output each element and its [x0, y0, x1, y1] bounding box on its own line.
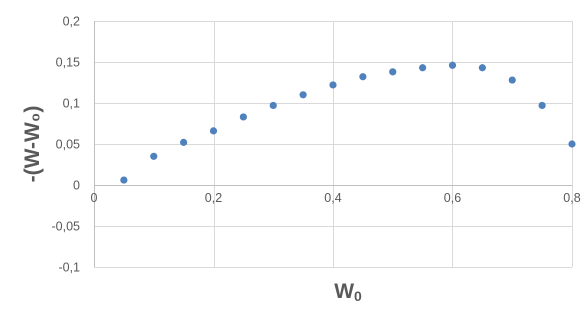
data-point — [538, 101, 546, 110]
y-tick-label: -0,05 — [52, 220, 81, 234]
data-point — [478, 64, 486, 72]
y-tick-labels: -0,1 -0,05 0 0,05 0,1 0,15 0,2 — [52, 15, 81, 275]
x-tick-label: 0,2 — [205, 191, 222, 205]
y-tick-label: 0,15 — [56, 56, 80, 70]
y-tick-label: 0 — [73, 179, 80, 193]
data-point — [389, 68, 397, 76]
data-point — [508, 76, 516, 84]
data-point — [150, 152, 158, 160]
x-axis-title-main: W — [334, 280, 354, 303]
x-tick-labels: 0 0,2 0,4 0,6 0,8 — [91, 191, 581, 205]
y-tick-label: -0,1 — [58, 261, 80, 275]
y-tick-label: 0,2 — [63, 15, 80, 29]
data-points — [120, 61, 576, 184]
y-tick-label: 0,1 — [63, 97, 80, 111]
data-point — [299, 91, 307, 99]
data-point — [448, 61, 457, 69]
data-point — [209, 127, 218, 135]
data-point — [568, 140, 576, 148]
data-point — [269, 101, 277, 110]
x-tick-label: 0,6 — [444, 191, 461, 205]
x-axis-title-subscript: 0 — [354, 288, 362, 304]
y-axis-title: -(W-W₀) — [21, 106, 44, 183]
x-tick-label: 0 — [91, 191, 98, 205]
x-tick-label: 0,4 — [324, 191, 341, 205]
data-point — [180, 138, 188, 146]
gridlines — [94, 21, 573, 268]
x-tick-label: 0,8 — [563, 191, 580, 205]
x-axis-title: W0 — [334, 280, 362, 304]
data-point — [359, 73, 367, 81]
data-point — [419, 64, 427, 72]
data-point — [329, 81, 337, 89]
data-point — [120, 176, 128, 184]
y-tick-label: 0,05 — [56, 138, 80, 152]
data-point — [239, 113, 247, 121]
